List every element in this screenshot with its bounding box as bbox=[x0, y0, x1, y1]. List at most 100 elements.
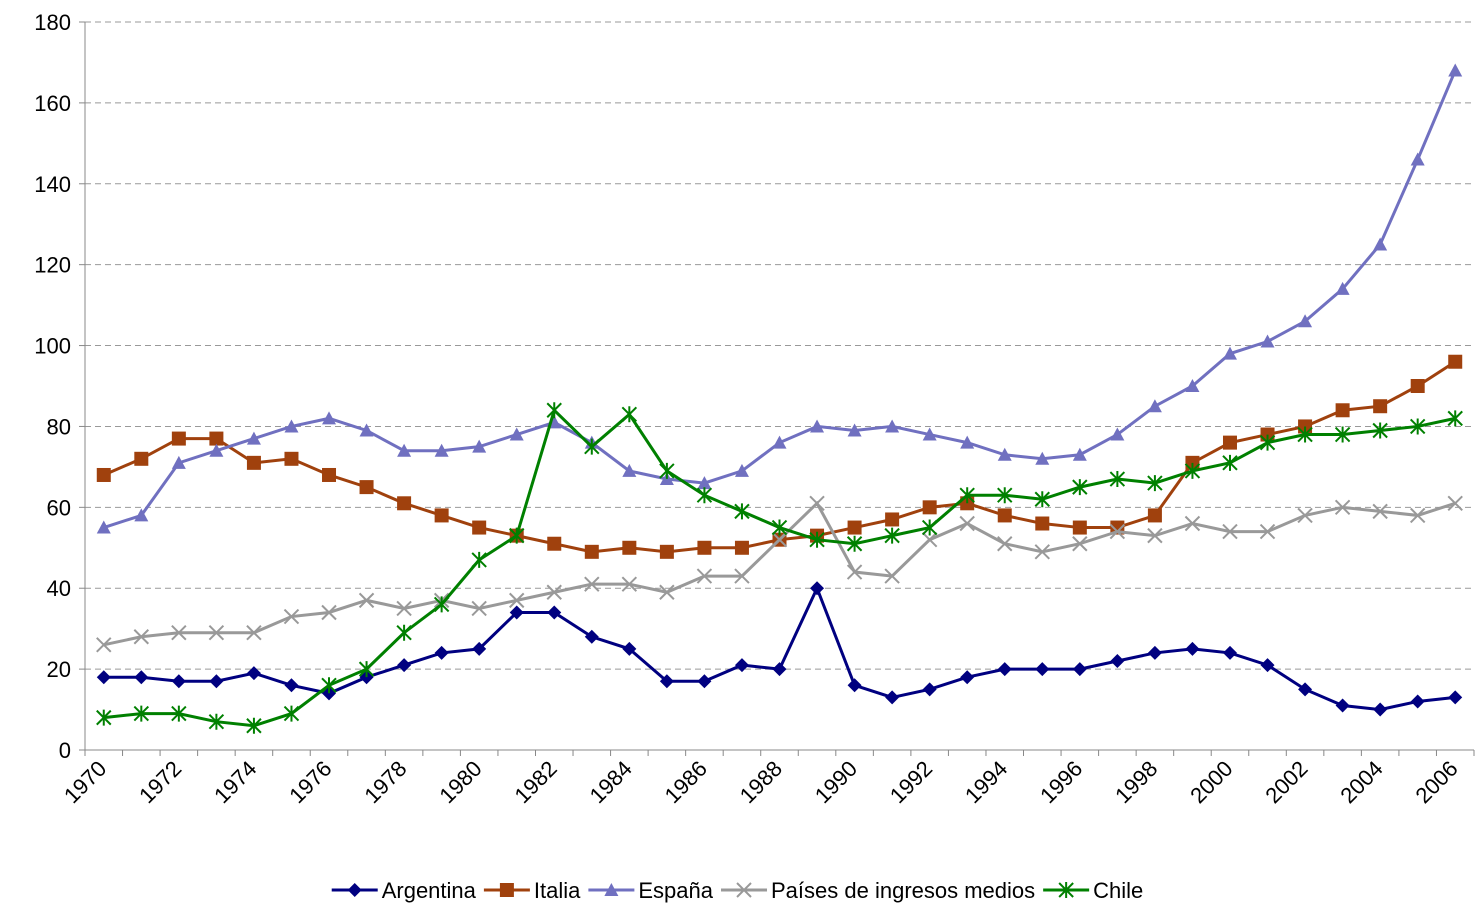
marker bbox=[433, 596, 450, 613]
x-tick-label: 2006 bbox=[1410, 756, 1462, 808]
marker bbox=[134, 670, 149, 685]
marker bbox=[358, 592, 375, 609]
y-tick-label: 120 bbox=[34, 253, 71, 278]
legend-label: Chile bbox=[1093, 878, 1143, 903]
marker bbox=[434, 645, 449, 660]
marker bbox=[547, 605, 562, 620]
marker bbox=[96, 709, 112, 726]
marker bbox=[772, 435, 787, 449]
x-tick-label: 1972 bbox=[134, 756, 186, 808]
marker bbox=[697, 674, 712, 689]
marker bbox=[1260, 658, 1275, 673]
marker bbox=[734, 658, 749, 673]
marker bbox=[960, 435, 975, 449]
marker bbox=[209, 431, 224, 446]
marker bbox=[1410, 379, 1425, 393]
x-tick-label: 1970 bbox=[59, 756, 111, 808]
marker bbox=[471, 551, 487, 568]
marker bbox=[884, 568, 900, 584]
marker bbox=[471, 600, 487, 617]
marker bbox=[1448, 354, 1463, 369]
marker bbox=[171, 705, 187, 722]
marker bbox=[1260, 334, 1275, 348]
y-tick-label: 160 bbox=[34, 91, 71, 116]
marker bbox=[846, 564, 863, 580]
marker bbox=[847, 423, 862, 437]
marker bbox=[321, 604, 337, 621]
marker bbox=[1072, 447, 1087, 461]
marker bbox=[208, 625, 225, 641]
marker bbox=[1335, 698, 1350, 713]
marker bbox=[134, 451, 149, 466]
marker bbox=[1222, 346, 1237, 360]
marker bbox=[322, 467, 337, 482]
marker bbox=[622, 463, 637, 477]
marker bbox=[134, 508, 149, 522]
marker bbox=[997, 447, 1012, 461]
y-tick-label: 60 bbox=[47, 495, 71, 520]
marker bbox=[209, 674, 224, 689]
marker bbox=[997, 662, 1012, 677]
x-tick-label: 1980 bbox=[434, 756, 486, 808]
marker bbox=[1222, 435, 1237, 450]
marker bbox=[659, 674, 674, 689]
marker bbox=[246, 431, 261, 445]
marker bbox=[1072, 479, 1088, 496]
marker bbox=[1072, 662, 1087, 677]
marker bbox=[358, 661, 375, 678]
marker bbox=[997, 508, 1012, 523]
marker bbox=[1147, 527, 1163, 544]
marker bbox=[1373, 399, 1388, 414]
marker bbox=[509, 527, 525, 544]
marker bbox=[1335, 281, 1350, 295]
marker bbox=[96, 467, 111, 482]
x-tick-label: 1990 bbox=[810, 756, 862, 808]
x-tick-label: 1992 bbox=[885, 756, 937, 808]
series-line bbox=[103, 407, 1456, 728]
marker bbox=[1147, 475, 1163, 492]
x-tick-label: 1998 bbox=[1110, 756, 1162, 808]
x-tick-label: 1988 bbox=[735, 756, 787, 808]
y-tick-label: 100 bbox=[34, 334, 71, 359]
marker bbox=[1334, 499, 1351, 516]
x-tick-label: 1978 bbox=[359, 756, 411, 808]
marker bbox=[1448, 63, 1463, 77]
marker bbox=[809, 495, 825, 511]
y-tick-label: 140 bbox=[34, 172, 71, 197]
y-tick-label: 40 bbox=[47, 576, 71, 601]
x-tick-label: 1984 bbox=[585, 756, 637, 808]
marker bbox=[1147, 645, 1162, 660]
marker bbox=[696, 568, 713, 584]
marker bbox=[772, 662, 787, 677]
marker bbox=[283, 608, 300, 625]
marker bbox=[621, 406, 638, 423]
marker bbox=[509, 592, 525, 609]
marker bbox=[1110, 654, 1125, 669]
marker bbox=[472, 641, 487, 656]
marker bbox=[697, 540, 712, 555]
marker bbox=[997, 487, 1013, 504]
marker bbox=[847, 678, 862, 693]
marker bbox=[885, 512, 900, 527]
marker bbox=[1058, 882, 1074, 898]
marker bbox=[960, 670, 975, 685]
marker bbox=[734, 503, 750, 520]
marker bbox=[1298, 682, 1313, 697]
marker bbox=[1373, 237, 1388, 251]
marker bbox=[1335, 403, 1350, 418]
marker bbox=[359, 480, 374, 495]
marker bbox=[1109, 523, 1126, 540]
marker bbox=[208, 713, 225, 730]
y-tick-label: 180 bbox=[34, 10, 71, 35]
marker bbox=[959, 487, 975, 504]
marker bbox=[809, 531, 825, 548]
marker bbox=[133, 629, 150, 645]
y-tick-label: 80 bbox=[47, 414, 71, 439]
marker bbox=[1222, 454, 1238, 471]
marker bbox=[1298, 314, 1313, 328]
marker bbox=[1184, 515, 1201, 532]
marker bbox=[885, 419, 900, 433]
marker bbox=[771, 519, 788, 536]
marker bbox=[246, 455, 261, 470]
marker bbox=[696, 487, 713, 504]
